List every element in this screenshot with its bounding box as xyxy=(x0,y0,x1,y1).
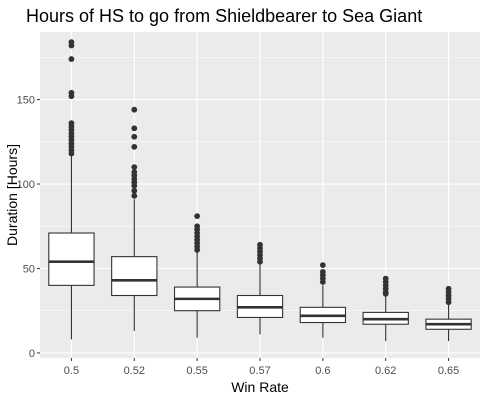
x-tick-label: 0.65 xyxy=(438,365,459,377)
box-0.5 xyxy=(48,39,95,340)
outlier-point xyxy=(131,133,138,140)
box-0.65 xyxy=(425,285,472,342)
outlier-point xyxy=(68,120,75,127)
box-0.55 xyxy=(173,213,221,338)
outlier-point xyxy=(319,268,326,275)
x-tick-label: 0.52 xyxy=(124,365,145,377)
outlier-point xyxy=(68,89,75,96)
x-tick-label: 0.6 xyxy=(315,365,330,377)
y-axis: 0 50 100 150 xyxy=(17,95,40,360)
box-iqr xyxy=(111,256,158,297)
y-tick-label: 50 xyxy=(23,263,35,275)
chart-title: Hours of HS to go from Shieldbearer to S… xyxy=(26,6,422,26)
outlier-point xyxy=(68,39,75,46)
outlier-point xyxy=(257,241,263,248)
y-tick-label: 150 xyxy=(17,95,35,107)
box-0.6 xyxy=(299,262,347,338)
y-tick-label: 100 xyxy=(17,179,35,191)
outlier-point xyxy=(131,187,138,194)
outlier-point xyxy=(131,125,138,132)
outlier-point xyxy=(382,275,389,282)
outlier-point xyxy=(131,169,138,176)
outlier-point xyxy=(131,192,138,199)
x-axis-title: Win Rate xyxy=(231,379,289,395)
x-axis: 0.5 0.52 0.55 0.57 0.6 0.62 0.65 xyxy=(64,358,459,377)
outlier-point xyxy=(194,213,201,220)
outlier-point xyxy=(319,262,326,268)
x-tick-label: 0.5 xyxy=(64,365,79,377)
y-tick-label: 0 xyxy=(29,348,35,360)
x-tick-label: 0.62 xyxy=(375,365,396,377)
outlier-point xyxy=(194,223,201,230)
box-0.62 xyxy=(362,275,409,342)
box-0.52 xyxy=(111,106,158,331)
outlier-point xyxy=(445,285,452,292)
outlier-point xyxy=(131,143,138,150)
outlier-point xyxy=(68,56,75,62)
x-tick-label: 0.55 xyxy=(186,365,207,377)
x-tick-label: 0.57 xyxy=(249,365,270,377)
outlier-point xyxy=(131,164,138,171)
outlier-point xyxy=(131,106,138,113)
box-0.57 xyxy=(236,241,284,335)
y-axis-title: Duration [Hours] xyxy=(4,144,20,246)
boxes xyxy=(48,39,472,342)
box-iqr xyxy=(48,232,95,286)
